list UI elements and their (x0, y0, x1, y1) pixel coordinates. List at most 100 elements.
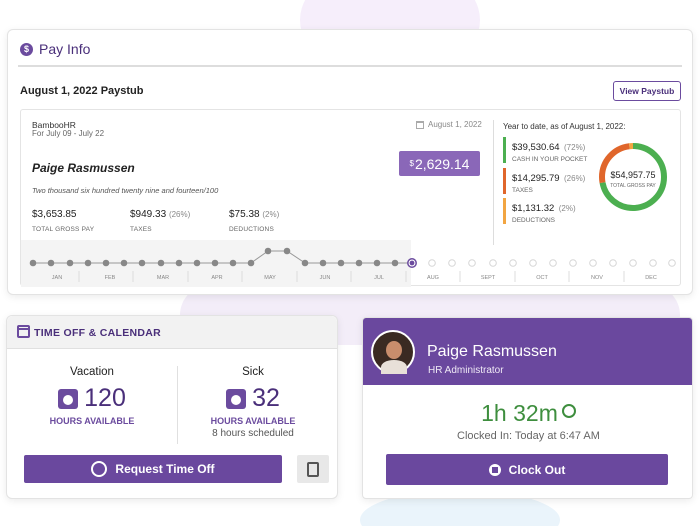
pay-point[interactable] (175, 259, 183, 267)
pay-point[interactable] (193, 259, 201, 267)
pay-point[interactable] (47, 259, 55, 267)
vacation-hours: 120 (84, 384, 126, 412)
future-point (668, 259, 676, 267)
divider (493, 120, 494, 245)
time-off-title: TIME OFF & CALENDAR (34, 327, 162, 339)
clock-panel: 1h 32m Clocked In: Today at 6:47 AM Cloc… (369, 385, 688, 498)
timeline-points (29, 247, 399, 267)
stopwatch-icon (561, 404, 576, 418)
future-point (569, 259, 577, 267)
pay-point[interactable] (391, 259, 399, 267)
gross-pay-value: $3,653.85 (32, 209, 77, 220)
vacation-balance[interactable]: Vacation 120 HOURS AVAILABLE (12, 366, 172, 426)
future-point (448, 259, 456, 267)
month-label: OCT (536, 275, 548, 281)
clocked-in-status: Clocked In: Today at 6:47 AM (457, 430, 600, 442)
future-point (489, 259, 497, 267)
profile-role: HR Administrator (428, 365, 504, 376)
future-point (589, 259, 597, 267)
sick-balance[interactable]: Sick 32 HOURS AVAILABLE 8 hours schedule… (173, 366, 333, 439)
future-point (629, 259, 637, 267)
pay-point[interactable] (102, 259, 110, 267)
timer-value: 1h 32m (481, 400, 558, 426)
divider (177, 366, 178, 444)
paystub-panel: BambooHR For July 09 - July 22 August 1,… (20, 109, 681, 287)
pay-point[interactable] (264, 247, 272, 255)
calculator-button[interactable] (297, 455, 329, 483)
clock-out-button[interactable]: Clock Out (386, 454, 668, 485)
stop-icon (488, 463, 501, 476)
month-label: NOV (591, 275, 603, 281)
clock-out-label: Clock Out (508, 462, 566, 477)
deductions-stat: $75.38 (2%) DEDUCTIONS (229, 209, 279, 233)
deductions-pct: (2%) (262, 210, 280, 219)
pay-point[interactable] (283, 247, 291, 255)
vacation-hours-label: HOURS AVAILABLE (49, 416, 135, 426)
month-label: JAN (52, 275, 62, 281)
time-off-header: TIME OFF & CALENDAR (7, 316, 337, 349)
deductions-label: DEDUCTIONS (229, 226, 274, 233)
pay-period: For July 09 - July 22 (32, 129, 105, 138)
pto-calendar-icon (58, 388, 79, 409)
month-label: AUG (427, 275, 439, 281)
month-label: MAR (157, 275, 169, 281)
taxes-value: $949.33 (130, 209, 167, 220)
pay-point[interactable] (66, 259, 74, 267)
taxes-label: TAXES (130, 226, 152, 233)
pay-point[interactable] (301, 259, 309, 267)
ytd-donut-chart: $54,957.75 TOTAL GROSS PAY (599, 143, 667, 211)
pay-point[interactable] (84, 259, 92, 267)
pay-point[interactable] (211, 259, 219, 267)
gross-pay-label: TOTAL GROSS PAY (32, 226, 95, 233)
time-off-card: TIME OFF & CALENDAR Vacation 120 HOURS A… (6, 315, 338, 499)
ytd-deductions-pct: (2%) (558, 204, 576, 213)
ytd-cash-pct: (72%) (564, 143, 586, 152)
future-point (649, 259, 657, 267)
month-label: FEB (105, 275, 116, 281)
calendar-icon (416, 120, 424, 129)
pay-info-title: Pay Info (39, 41, 91, 57)
net-pay-amount: 2,629.14 (414, 155, 470, 172)
donut-deductions-arc (599, 143, 667, 211)
month-label: JUN (320, 275, 331, 281)
taxes-pct: (26%) (168, 210, 191, 219)
vacation-label: Vacation (70, 366, 114, 378)
timeline-line (33, 250, 412, 264)
request-time-off-button[interactable]: Request Time Off (24, 455, 282, 483)
ytd-cash-value: $39,530.64 (512, 142, 560, 153)
month-label: JUL (374, 275, 384, 281)
request-clock-icon (91, 461, 108, 477)
pay-point[interactable] (373, 259, 381, 267)
future-point (529, 259, 537, 267)
pay-point[interactable] (319, 259, 327, 267)
pay-point[interactable] (229, 259, 237, 267)
current-pay-dot (409, 260, 415, 266)
sick-hours: 32 (252, 384, 280, 412)
future-point (609, 259, 617, 267)
pay-point[interactable] (29, 259, 37, 267)
pay-point[interactable] (355, 259, 363, 267)
avatar[interactable] (371, 330, 415, 374)
pay-point[interactable] (138, 259, 146, 267)
pay-point[interactable] (120, 259, 128, 267)
sick-scheduled: 8 hours scheduled (212, 428, 294, 439)
ytd-taxes-label: TAXES (512, 187, 533, 194)
profile-name: Paige Rasmussen (427, 343, 557, 360)
check-date: August 1, 2022 (416, 120, 482, 129)
pay-point[interactable] (337, 259, 345, 267)
pay-point[interactable] (157, 259, 165, 267)
future-point (549, 259, 557, 267)
calculator-icon (307, 461, 319, 477)
pto-calendar-icon (226, 388, 247, 409)
pay-info-card: $ Pay Info August 1, 2022 Paystub View P… (7, 29, 693, 295)
view-paystub-button[interactable]: View Paystub (613, 81, 681, 101)
donut-total: $54,957.75 (610, 170, 655, 180)
ytd-title: Year to date, as of August 1, 2022: (503, 122, 626, 131)
pay-point[interactable] (247, 259, 255, 267)
calendar-icon (17, 325, 30, 338)
company-name: BambooHR (32, 120, 76, 130)
month-labels: JAN FEB MAR APR MAY JUN JUL AUG SEPT OCT… (52, 275, 657, 281)
future-point (428, 259, 436, 267)
donut-taxes-arc (599, 143, 667, 211)
future-point (509, 259, 517, 267)
